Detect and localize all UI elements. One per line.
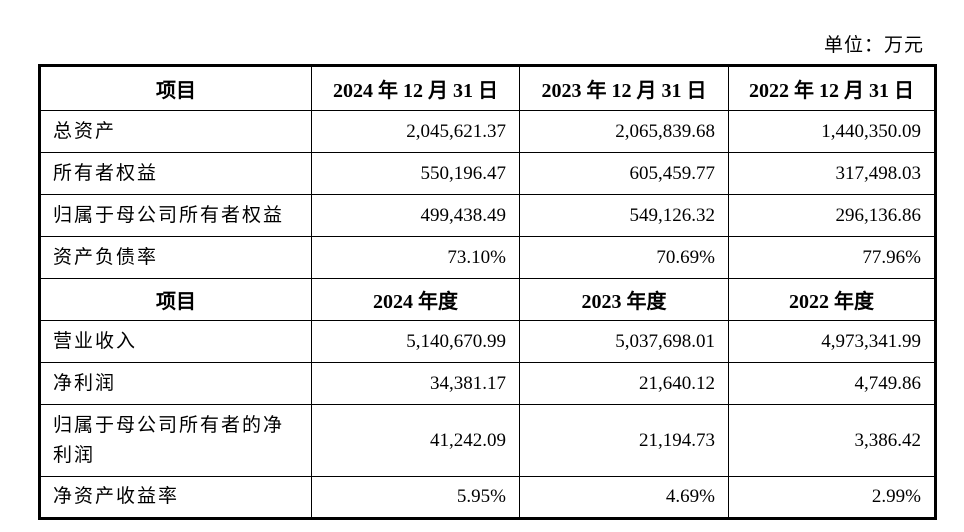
row-value-2024: 2,045,621.37 xyxy=(311,110,520,153)
row-value-2023: 70.69% xyxy=(519,236,729,279)
row-value-2022: 3,386.42 xyxy=(728,404,936,477)
row-value-2024: 73.10% xyxy=(311,236,520,279)
table-row-parent-net-profit: 归属于母公司所有者的净利润 41,242.09 21,194.73 3,386.… xyxy=(39,404,936,477)
financial-summary-table: 项目 2024 年 12 月 31 日 2023 年 12 月 31 日 202… xyxy=(38,64,937,520)
row-label: 净资产收益率 xyxy=(39,476,312,519)
row-value-2024: 34,381.17 xyxy=(311,362,520,405)
row-value-2023: 21,194.73 xyxy=(519,404,729,477)
row-value-2022: 77.96% xyxy=(728,236,936,279)
row-value-2024: 550,196.47 xyxy=(311,152,520,195)
table-row-debt-ratio: 资产负债率 73.10% 70.69% 77.96% xyxy=(39,236,936,279)
section2-header-item: 项目 xyxy=(39,278,312,321)
row-value-2022: 4,973,341.99 xyxy=(728,320,936,363)
row-value-2023: 5,037,698.01 xyxy=(519,320,729,363)
table-row-operating-revenue: 营业收入 5,140,670.99 5,037,698.01 4,973,341… xyxy=(39,320,936,363)
row-value-2022: 296,136.86 xyxy=(728,194,936,237)
row-value-2023: 605,459.77 xyxy=(519,152,729,195)
section1-header-2024: 2024 年 12 月 31 日 xyxy=(311,65,520,111)
table-row-net-profit: 净利润 34,381.17 21,640.12 4,749.86 xyxy=(39,362,936,405)
row-label: 营业收入 xyxy=(39,320,312,363)
table-row-owners-equity: 所有者权益 550,196.47 605,459.77 317,498.03 xyxy=(39,152,936,195)
row-label: 所有者权益 xyxy=(39,152,312,195)
row-value-2023: 4.69% xyxy=(519,476,729,519)
row-value-2023: 21,640.12 xyxy=(519,362,729,405)
row-value-2022: 2.99% xyxy=(728,476,936,519)
row-label: 归属于母公司所有者权益 xyxy=(39,194,312,237)
section1-header-item: 项目 xyxy=(39,65,312,111)
section2-header-2023: 2023 年度 xyxy=(519,278,729,321)
row-value-2022: 4,749.86 xyxy=(728,362,936,405)
table-row-parent-equity: 归属于母公司所有者权益 499,438.49 549,126.32 296,13… xyxy=(39,194,936,237)
section1-header-2022: 2022 年 12 月 31 日 xyxy=(728,65,936,111)
row-value-2024: 5.95% xyxy=(311,476,520,519)
unit-label: 单位：万元 xyxy=(823,35,924,56)
row-value-2023: 2,065,839.68 xyxy=(519,110,729,153)
row-label: 净利润 xyxy=(39,362,312,405)
row-value-2024: 41,242.09 xyxy=(311,404,520,477)
row-value-2022: 317,498.03 xyxy=(728,152,936,195)
section1-header-2023: 2023 年 12 月 31 日 xyxy=(519,65,729,111)
row-label: 归属于母公司所有者的净利润 xyxy=(39,404,312,477)
section1-header-row: 项目 2024 年 12 月 31 日 2023 年 12 月 31 日 202… xyxy=(39,65,936,111)
row-label: 资产负债率 xyxy=(39,236,312,279)
row-value-2024: 499,438.49 xyxy=(311,194,520,237)
section2-header-2022: 2022 年度 xyxy=(728,278,936,321)
row-label: 总资产 xyxy=(39,110,312,153)
table-row-total-assets: 总资产 2,045,621.37 2,065,839.68 1,440,350.… xyxy=(39,110,936,153)
row-value-2023: 549,126.32 xyxy=(519,194,729,237)
section2-header-row: 项目 2024 年度 2023 年度 2022 年度 xyxy=(39,278,936,321)
section2-header-2024: 2024 年度 xyxy=(311,278,520,321)
row-value-2024: 5,140,670.99 xyxy=(311,320,520,363)
row-value-2022: 1,440,350.09 xyxy=(728,110,936,153)
table-row-roe: 净资产收益率 5.95% 4.69% 2.99% xyxy=(39,476,936,519)
